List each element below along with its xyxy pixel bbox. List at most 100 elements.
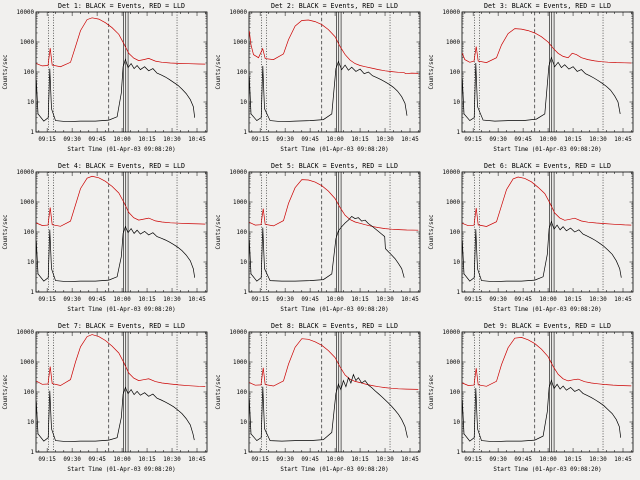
y-tick-label: 1000	[20, 40, 34, 46]
x-tick-label: 09:15	[251, 457, 269, 463]
events-series	[249, 215, 405, 282]
x-axis-label: Start Time (01-Apr-03 09:08:20)	[67, 147, 175, 153]
x-tick-label: 10:00	[539, 457, 557, 463]
y-tick-label: 100	[450, 230, 461, 236]
x-tick-label: 09:30	[489, 457, 507, 463]
det5-plot: Det 5: BLACK = Events, RED = LLD 09:15 09:…	[216, 162, 421, 313]
panel-title: Det 3: BLACK = Events, RED = LLD	[484, 2, 611, 10]
x-tick-label: 10:00	[326, 457, 344, 463]
x-tick-label: 10:15	[138, 137, 156, 143]
x-tick-label: 10:30	[163, 457, 181, 463]
x-tick-label: 10:30	[376, 137, 394, 143]
axes-box	[35, 331, 208, 453]
x-tick-label: 10:30	[376, 297, 394, 303]
x-tick-label: 09:30	[276, 457, 294, 463]
x-tick-label: 09:15	[38, 457, 56, 463]
y-tick-label: 1	[244, 290, 248, 296]
y-tick-label: 10000	[230, 170, 248, 176]
y-axis-label: Counts/sec	[429, 375, 435, 410]
lld-series	[36, 175, 206, 227]
x-tick-label: 10:00	[326, 297, 344, 303]
y-tick-label: 10000	[230, 10, 248, 16]
x-axis-label: Start Time (01-Apr-03 09:08:20)	[280, 467, 388, 473]
x-tick-label: 10:30	[163, 137, 181, 143]
y-tick-label: 1000	[446, 200, 460, 206]
y-tick-label: 1000	[20, 200, 34, 206]
x-axis-label: Start Time (01-Apr-03 09:08:20)	[493, 307, 601, 313]
x-tick-label: 09:45	[88, 457, 106, 463]
y-tick-label: 1000	[233, 360, 247, 366]
x-axis-label: Start Time (01-Apr-03 09:08:20)	[493, 467, 601, 473]
x-tick-label: 10:00	[113, 137, 131, 143]
y-tick-label: 1	[457, 290, 461, 296]
y-tick-label: 100	[450, 390, 461, 396]
x-axis-label: Start Time (01-Apr-03 09:08:20)	[67, 467, 175, 473]
y-tick-label: 10	[27, 260, 34, 266]
y-tick-label: 10	[453, 420, 460, 426]
events-series	[462, 220, 622, 283]
x-tick-label: 09:30	[63, 297, 81, 303]
x-tick-label: 10:00	[326, 137, 344, 143]
panel-title: Det 9: BLACK = Events, RED = LLD	[484, 322, 611, 330]
y-tick-label: 10	[240, 260, 247, 266]
y-tick-label: 1	[244, 130, 248, 136]
panel-title: Det 5: BLACK = Events, RED = LLD	[271, 162, 398, 170]
x-tick-label: 09:30	[63, 457, 81, 463]
events-series	[249, 373, 408, 442]
y-tick-label: 1000	[233, 200, 247, 206]
events-series	[36, 386, 195, 443]
x-tick-label: 09:45	[88, 137, 106, 143]
y-axis-label: Counts/sec	[216, 55, 222, 90]
panel-title: Det 7: BLACK = Events, RED = LLD	[58, 322, 185, 330]
x-tick-label: 09:30	[276, 137, 294, 143]
x-tick-label: 10:15	[564, 137, 582, 143]
y-tick-label: 10000	[230, 330, 248, 336]
y-tick-label: 100	[450, 70, 461, 76]
chart-panel-det1: Det 1: BLACK = Events, RED = LLD 09:15 09:…	[0, 0, 213, 160]
x-tick-label: 09:45	[514, 137, 532, 143]
x-tick-label: 09:30	[276, 297, 294, 303]
y-tick-label: 1	[457, 130, 461, 136]
x-tick-label: 09:15	[251, 297, 269, 303]
chart-panel-det9: Det 9: BLACK = Events, RED = LLD 09:15 09:…	[426, 320, 639, 480]
x-axis-label: Start Time (01-Apr-03 09:08:20)	[280, 147, 388, 153]
x-tick-label: 10:15	[564, 297, 582, 303]
x-tick-label: 09:45	[301, 137, 319, 143]
x-tick-label: 10:15	[138, 297, 156, 303]
axes-box	[248, 171, 421, 293]
chart-panel-det2: Det 2: BLACK = Events, RED = LLD 09:15 09:…	[213, 0, 426, 160]
y-axis-label: Counts/sec	[429, 215, 435, 250]
y-axis-label: Counts/sec	[3, 215, 9, 250]
y-axis-label: Counts/sec	[216, 215, 222, 250]
x-tick-label: 09:15	[464, 137, 482, 143]
x-tick-label: 09:15	[464, 457, 482, 463]
chart-panel-det3: Det 3: BLACK = Events, RED = LLD 09:15 09:…	[426, 0, 639, 160]
lld-series	[249, 19, 419, 75]
events-series	[462, 379, 622, 443]
x-tick-label: 09:15	[38, 297, 56, 303]
y-tick-label: 10000	[443, 170, 461, 176]
y-tick-label: 10000	[443, 330, 461, 336]
panel-title: Det 1: BLACK = Events, RED = LLD	[58, 2, 185, 10]
det8-plot: Det 8: BLACK = Events, RED = LLD 09:15 09:…	[216, 322, 421, 473]
x-tick-label: 10:45	[188, 457, 206, 463]
x-tick-label: 09:45	[88, 297, 106, 303]
events-series	[36, 58, 196, 123]
x-tick-label: 10:15	[351, 457, 369, 463]
x-tick-label: 10:00	[539, 137, 557, 143]
y-tick-label: 10	[240, 420, 247, 426]
y-tick-label: 10000	[17, 10, 35, 16]
y-tick-label: 10000	[443, 10, 461, 16]
axes-box	[461, 11, 634, 133]
y-tick-label: 1	[457, 450, 461, 456]
y-tick-label: 10	[27, 420, 34, 426]
lld-series	[462, 28, 632, 64]
x-tick-label: 09:15	[251, 137, 269, 143]
axes-box	[35, 11, 208, 133]
x-tick-label: 10:45	[401, 137, 419, 143]
panel-title: Det 8: BLACK = Events, RED = LLD	[271, 322, 398, 330]
y-axis-label: Counts/sec	[429, 55, 435, 90]
x-tick-label: 10:45	[614, 297, 632, 303]
x-tick-label: 10:15	[351, 137, 369, 143]
